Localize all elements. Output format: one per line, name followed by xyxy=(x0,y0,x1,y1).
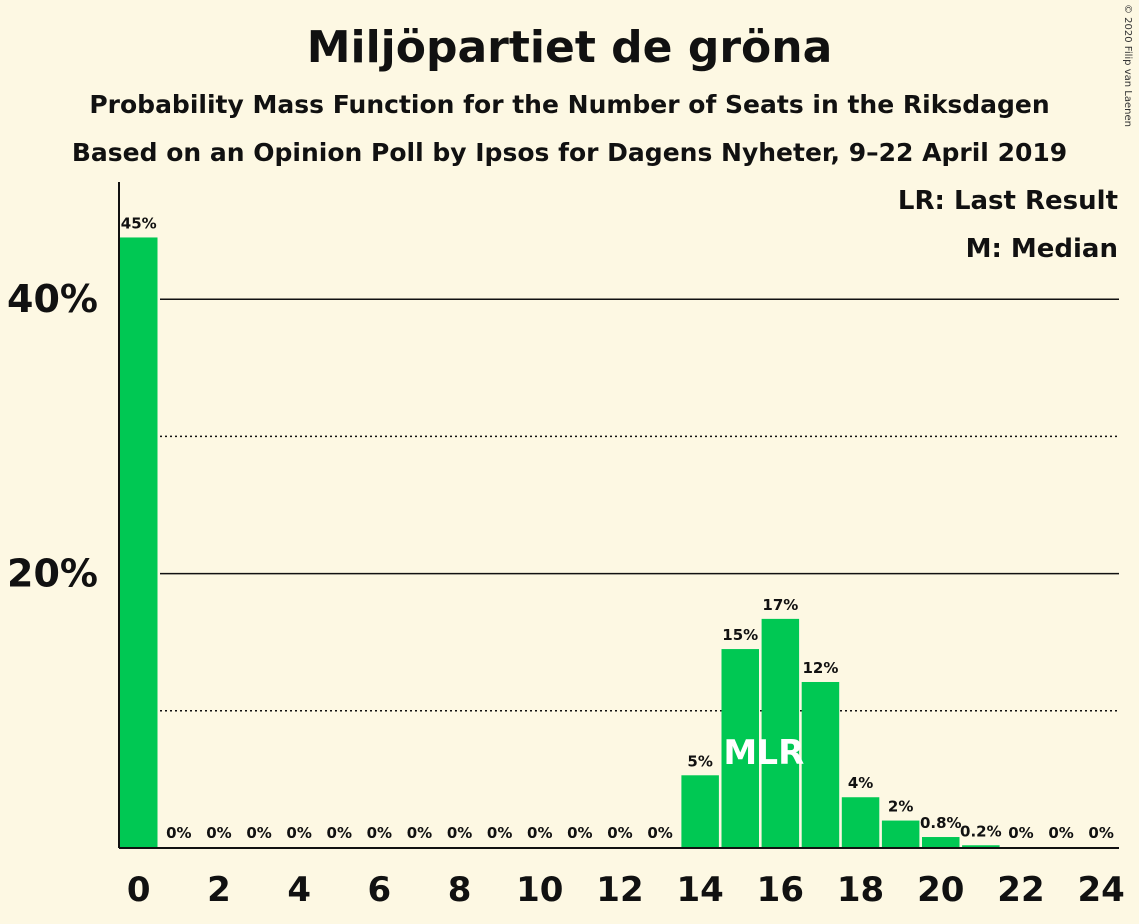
y-tick-label: 40% xyxy=(7,277,98,321)
bar xyxy=(120,237,158,848)
data-label: 45% xyxy=(121,214,157,232)
bar-markers: M LR xyxy=(723,733,804,773)
bar-marker: M xyxy=(723,733,757,773)
data-label: 2% xyxy=(888,798,913,816)
bar xyxy=(801,681,840,848)
chart-title: Miljöpartiet de gröna xyxy=(306,22,833,73)
data-label: 5% xyxy=(687,752,712,770)
bar xyxy=(721,649,759,848)
data-label: 15% xyxy=(722,626,758,644)
data-label: 0.2% xyxy=(960,822,1002,840)
legend: LR: Last Result M: Median xyxy=(898,186,1118,264)
data-label: 0% xyxy=(1008,824,1033,842)
x-tick-label: 22 xyxy=(997,870,1044,910)
data-label: 0% xyxy=(1048,824,1073,842)
data-label: 0.8% xyxy=(920,814,962,832)
data-label: 0% xyxy=(206,824,231,842)
bar-marker: LR xyxy=(756,733,804,773)
data-label: 17% xyxy=(762,596,798,614)
x-tick-label: 2 xyxy=(207,870,231,910)
data-label: 4% xyxy=(848,774,873,792)
gridlines xyxy=(160,298,1119,712)
data-label: 0% xyxy=(407,824,432,842)
data-label: 0% xyxy=(567,824,592,842)
data-label: 0% xyxy=(246,824,271,842)
chart-subtitle: Probability Mass Function for the Number… xyxy=(89,90,1050,119)
bar xyxy=(881,820,920,848)
x-tick-label: 14 xyxy=(676,870,723,910)
bar xyxy=(761,618,800,848)
axes: 20%40%0 2 4 6 8 10 12 14 16 18 20 22 24 xyxy=(7,182,1125,910)
data-label: 0% xyxy=(327,824,352,842)
data-label: 0% xyxy=(527,824,552,842)
chart-source-subtitle: Based on an Opinion Poll by Ipsos for Da… xyxy=(71,138,1068,167)
data-label: 0% xyxy=(607,824,632,842)
x-tick-label: 0 xyxy=(127,870,151,910)
data-label: 0% xyxy=(286,824,311,842)
bar xyxy=(681,775,719,848)
data-labels: 45% 0% 0% 0% 0% 0% 0% 0% 0% 0% 0% 0% 0% 0% 5% 15%17% 12%… xyxy=(121,214,1114,842)
legend-entry: M: Median xyxy=(966,234,1118,264)
data-label: 0% xyxy=(647,824,672,842)
bar xyxy=(841,797,880,848)
data-label: 12% xyxy=(802,659,838,677)
data-label: 0% xyxy=(166,824,191,842)
x-tick-label: 18 xyxy=(837,870,884,910)
bars xyxy=(120,237,1000,848)
bar xyxy=(962,845,1000,848)
x-tick-label: 24 xyxy=(1077,870,1124,910)
x-tick-label: 4 xyxy=(287,870,311,910)
data-label: 0% xyxy=(1088,824,1113,842)
legend-entry: LR: Last Result xyxy=(898,186,1118,216)
data-label: 0% xyxy=(367,824,392,842)
bar xyxy=(922,837,960,848)
x-tick-label: 20 xyxy=(917,870,964,910)
data-label: 0% xyxy=(447,824,472,842)
x-tick-label: 8 xyxy=(448,870,472,910)
x-tick-label: 12 xyxy=(596,870,643,910)
x-tick-label: 6 xyxy=(368,870,392,910)
y-tick-label: 20% xyxy=(7,552,98,596)
data-label: 0% xyxy=(487,824,512,842)
x-tick-label: 16 xyxy=(757,870,804,910)
x-tick-label: 10 xyxy=(516,870,563,910)
